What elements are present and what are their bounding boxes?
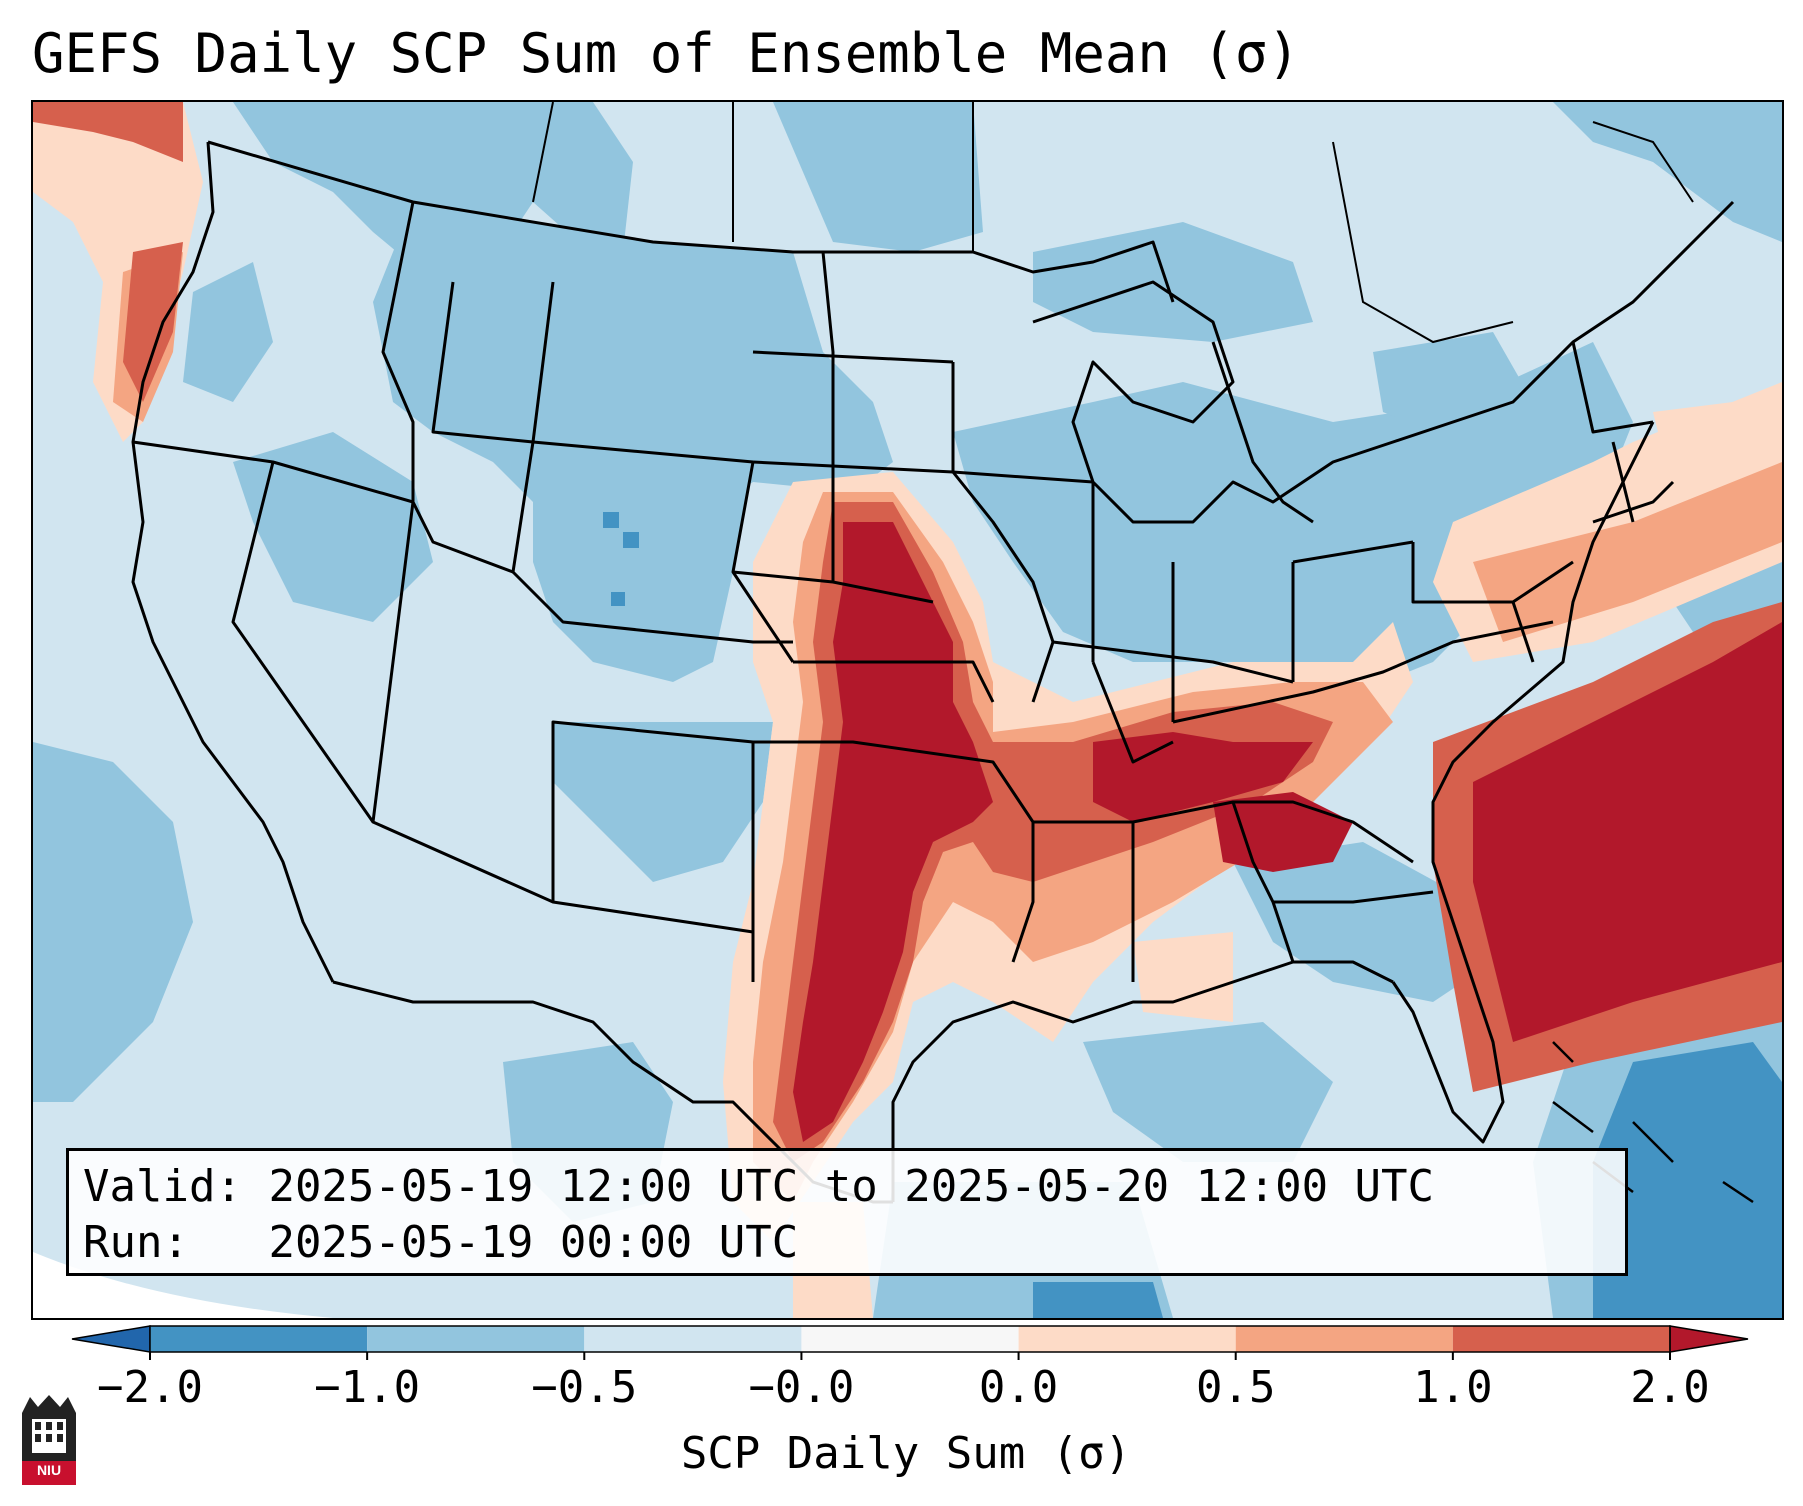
state-boundaries xyxy=(131,140,1735,1204)
colorbar-tick-label: 0.0 xyxy=(978,1362,1059,1413)
valid-label: Valid: xyxy=(83,1161,242,1212)
colorbar-ticks xyxy=(149,1352,1671,1360)
colorbar-bins xyxy=(71,1325,1749,1353)
colorbar-bin xyxy=(584,1326,802,1352)
run-line: Run: 2025-05-19 00:00 UTC xyxy=(83,1215,1611,1271)
colorbar xyxy=(71,1325,1749,1360)
colorbar-extend-low xyxy=(71,1325,151,1353)
niu-logo-text: NIU xyxy=(36,1462,62,1478)
map-title: GEFS Daily SCP Sum of Ensemble Mean (σ) xyxy=(32,22,1300,85)
colorbar-bin xyxy=(150,1326,368,1352)
canada-outlines xyxy=(532,102,1694,344)
run-value: 2025-05-19 00:00 UTC xyxy=(268,1217,799,1268)
niu-logo xyxy=(22,1395,76,1485)
colorbar-tick-label: −0.5 xyxy=(531,1362,638,1413)
colorbar-bin xyxy=(801,1326,1019,1352)
colorbar-tick-label: −2.0 xyxy=(97,1362,203,1413)
colorbar-bin xyxy=(1452,1326,1670,1352)
valid-run-info-box: Valid: 2025-05-19 12:00 UTC to 2025-05-2… xyxy=(66,1148,1628,1276)
colorbar-bin xyxy=(367,1326,585,1352)
map-panel xyxy=(31,100,1784,1320)
colorbar-tick-label: −1.0 xyxy=(314,1362,421,1413)
run-label: Run: xyxy=(83,1217,189,1268)
scp-field-map xyxy=(33,102,1782,1318)
colorbar-extend-high xyxy=(1669,1325,1749,1353)
colorbar-tick-label: 2.0 xyxy=(1630,1362,1710,1413)
field-very-low xyxy=(603,512,1782,1318)
colorbar-bin xyxy=(1018,1326,1236,1352)
valid-line: Valid: 2025-05-19 12:00 UTC to 2025-05-2… xyxy=(83,1159,1611,1215)
colorbar-tick-label: −0.0 xyxy=(748,1362,855,1413)
domain-edge xyxy=(33,1252,333,1318)
colorbar-tick-label: 1.0 xyxy=(1413,1362,1493,1413)
colorbar-label: SCP Daily Sum (σ) xyxy=(680,1428,1132,1479)
colorbar-tick-label: 0.5 xyxy=(1195,1362,1276,1413)
colorbar-outline xyxy=(149,1325,1671,1353)
valid-value: 2025-05-19 12:00 UTC to 2025-05-20 12:00… xyxy=(268,1161,1435,1212)
colorbar-bin xyxy=(1235,1326,1453,1352)
